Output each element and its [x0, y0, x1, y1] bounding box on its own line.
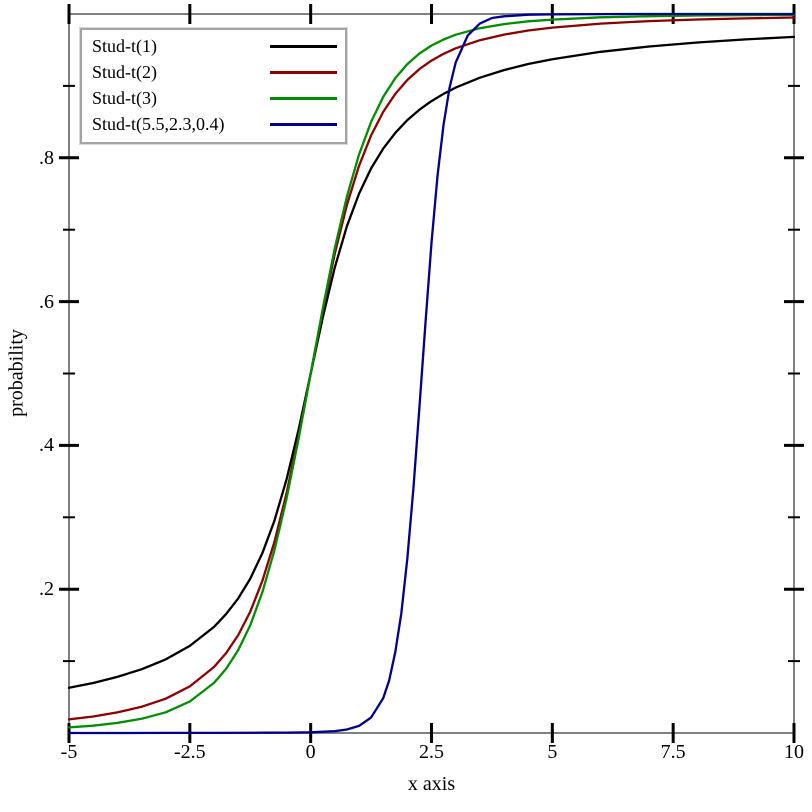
- curve-stud-t-2-: [67, 16, 796, 721]
- legend-line-swatch: [270, 96, 337, 100]
- x-tick-label: -5: [60, 741, 78, 763]
- x-tick-label: 10: [784, 741, 804, 763]
- legend-item: Stud-t(5.5,2.3,0.4): [92, 111, 337, 137]
- x-tick-label: 2.5: [419, 741, 444, 763]
- legend-item: Stud-t(3): [92, 85, 337, 111]
- legend-label: Stud-t(3): [92, 87, 157, 108]
- x-tick-label: 0: [305, 741, 316, 763]
- x-tick-label: -2.5: [173, 741, 206, 763]
- legend: Stud-t(1) Stud-t(2) Stud-t(3) Stud-t(5.5…: [79, 27, 348, 145]
- curve-stud-t-5-5-2-3-0-4-: [67, 12, 796, 735]
- y-tick-label: .6: [39, 290, 54, 313]
- y-tick-label: .8: [39, 146, 54, 169]
- legend-item: Stud-t(1): [92, 33, 337, 59]
- legend-line-swatch: [270, 44, 337, 48]
- legend-label: Stud-t(2): [92, 61, 157, 82]
- legend-item: Stud-t(2): [92, 59, 337, 85]
- y-tick-label: .4: [39, 434, 54, 457]
- legend-line-swatch: [270, 122, 337, 126]
- y-axis-title: probability: [5, 329, 28, 417]
- x-tick-label: 7.5: [660, 741, 686, 763]
- curve-stud-t-3-: [67, 13, 796, 729]
- legend-line-swatch: [270, 70, 337, 74]
- legend-label: Stud-t(1): [92, 35, 157, 56]
- x-axis-title: x axis: [407, 773, 456, 795]
- y-tick-label: .2: [39, 578, 54, 601]
- x-tick-label: 5: [547, 741, 558, 763]
- legend-label: Stud-t(5.5,2.3,0.4): [92, 113, 225, 134]
- curve-stud-t-1-: [67, 35, 796, 689]
